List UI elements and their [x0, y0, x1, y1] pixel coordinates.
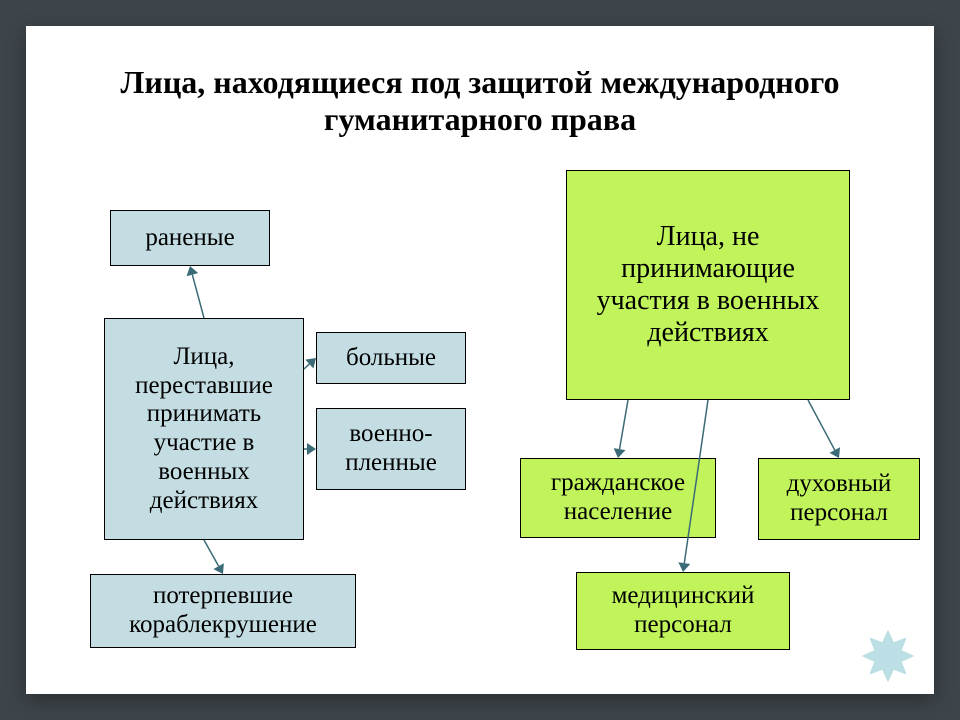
stage: Лица, находящиеся под защитой международ… [0, 0, 960, 720]
star-icon [0, 0, 960, 720]
